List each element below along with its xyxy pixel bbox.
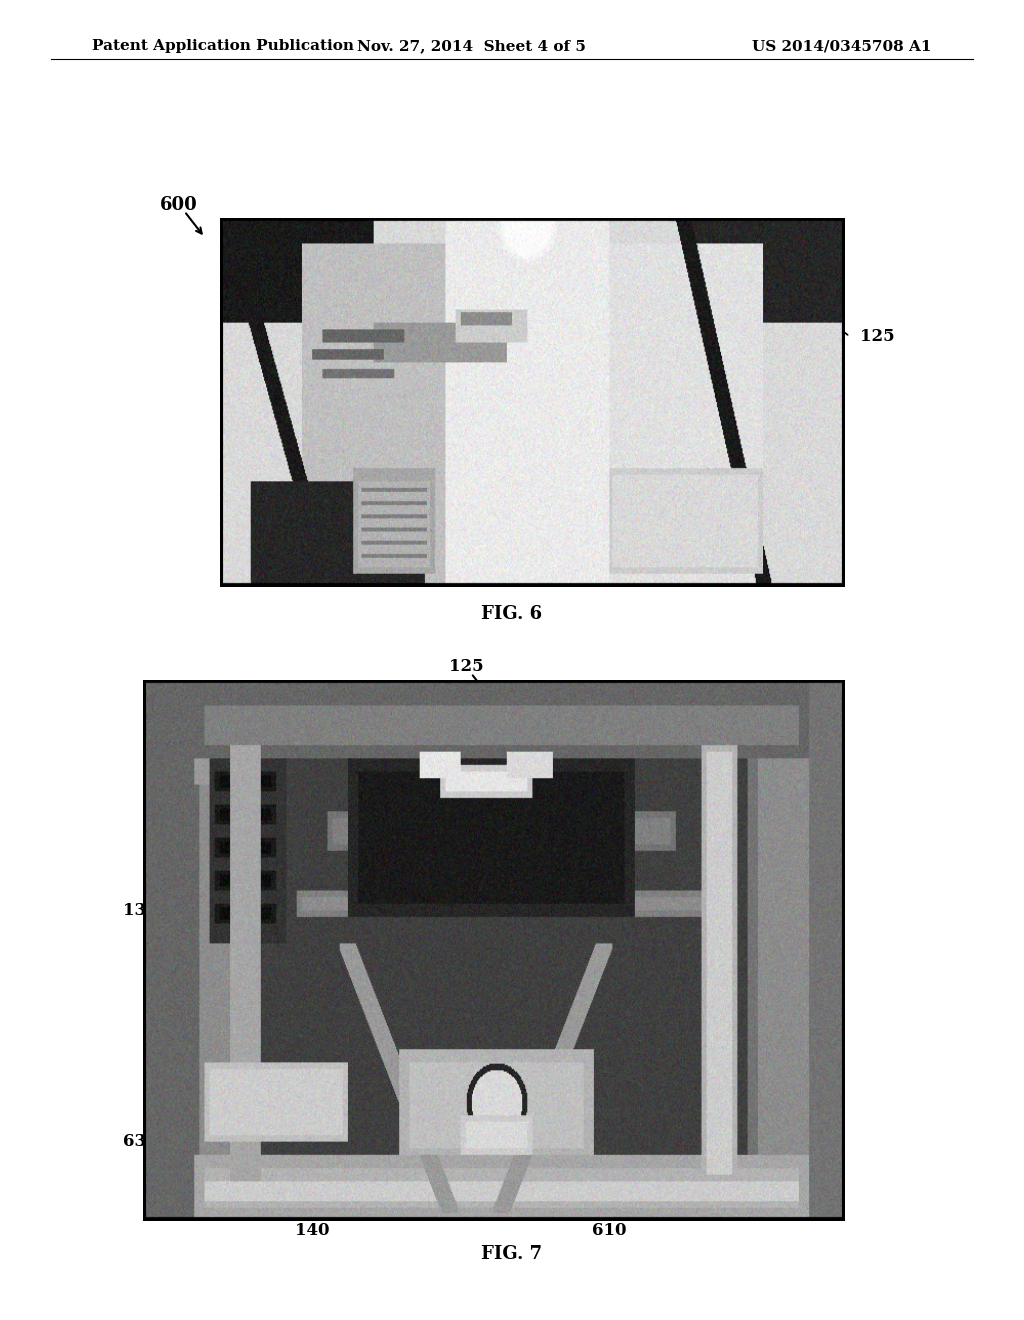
Text: 600: 600 — [161, 195, 198, 214]
Text: 140: 140 — [295, 1222, 330, 1238]
Text: FIG. 7: FIG. 7 — [481, 1245, 543, 1263]
Text: 130: 130 — [123, 903, 158, 919]
Text: Patent Application Publication: Patent Application Publication — [92, 40, 354, 53]
Text: US 2014/0345708 A1: US 2014/0345708 A1 — [753, 40, 932, 53]
Text: FIG. 6: FIG. 6 — [481, 605, 543, 623]
Text: 610: 610 — [592, 1222, 627, 1238]
Text: 125: 125 — [860, 329, 895, 345]
Text: Nov. 27, 2014  Sheet 4 of 5: Nov. 27, 2014 Sheet 4 of 5 — [356, 40, 586, 53]
Text: 620: 620 — [194, 964, 226, 977]
Text: 630: 630 — [123, 1134, 158, 1150]
Text: 125: 125 — [449, 659, 483, 675]
